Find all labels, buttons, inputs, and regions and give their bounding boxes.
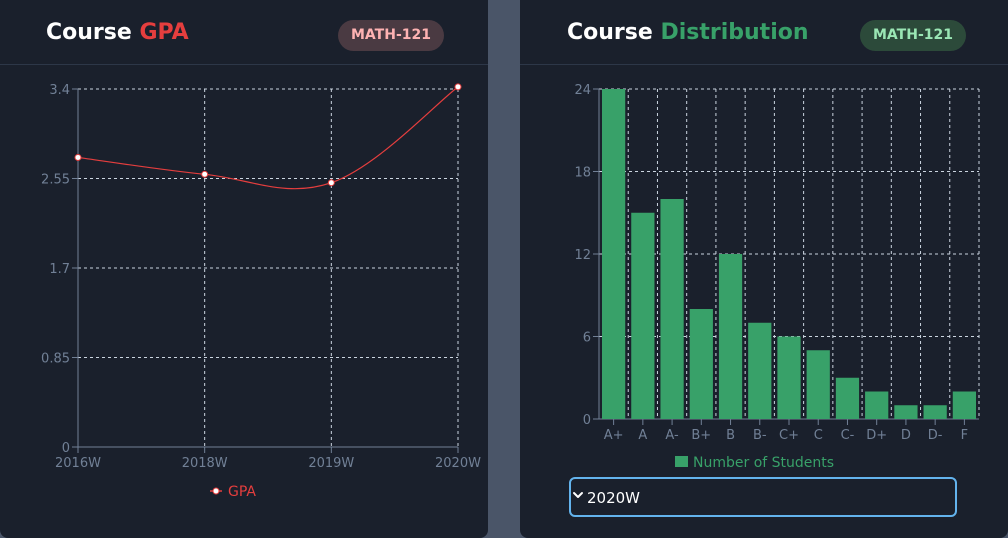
gpa-data-point [327,179,335,187]
dist-x-tick-label: B+ [691,428,711,443]
dist-bar [865,391,889,419]
dist-bar [806,350,830,419]
gpa-course-badge: MATH-121 [338,20,444,51]
dist-legend-swatch-icon [675,456,688,467]
gpa-series-line [77,86,459,190]
dist-x-tick-label: C [814,428,823,443]
distribution-bar-chart: 0 6 12 18 24 A+ A A- B+ B B- C+ C C- D+ D D- F Number of S… [574,83,980,471]
dist-bar [923,405,947,419]
dist-x-tick-label: D- [928,428,943,443]
dist-x-tick-label: D+ [866,428,887,443]
dist-x-tick-label: F [961,428,968,443]
gpa-x-tick-label: 2016W [55,456,101,471]
distribution-panel: Course Distribution MATH-121 0 6 12 18 24 A+ A… [520,0,1008,538]
distribution-title-accent: Distribution [660,20,809,45]
gpa-panel: Course GPA MATH-121 0 0.85 1.7 2.55 3.4 2016W… [0,0,488,538]
gpa-y-tick-label: 2.55 [41,173,70,188]
dist-bar [631,212,655,419]
dist-bar [718,254,743,419]
dist-bar [602,89,626,419]
dist-bar [748,322,772,419]
gpa-legend-label: GPA [228,484,256,500]
dist-x-tick-label: B [726,428,735,443]
gpa-data-point [201,170,209,178]
gpa-y-tick-label: 3.4 [49,83,70,98]
distribution-course-badge: MATH-121 [860,20,966,51]
dist-bar [835,377,860,419]
dist-x-tick-label: D [901,428,911,443]
gpa-legend-marker-icon [212,487,220,495]
dist-x-tick-label: A [638,428,647,443]
gpa-x-tick-label: 2019W [308,456,354,471]
dist-bar [952,391,976,419]
gpa-y-tick-label: 0 [62,441,70,456]
dist-y-tick-label: 12 [574,248,591,263]
dist-x-tick-label: A+ [604,428,624,443]
dist-bar [894,405,918,419]
gpa-data-point [74,153,82,161]
dist-bar [777,336,801,419]
chevron-down-icon [573,492,583,498]
gpa-y-tick-label: 0.85 [41,352,70,367]
gpa-y-tick-label: 1.7 [49,262,70,277]
distribution-panel-header: Course Distribution MATH-121 [520,0,1008,65]
term-select[interactable]: 2020W [569,477,957,517]
dist-bar [660,199,684,419]
gpa-panel-header: Course GPA MATH-121 [0,0,488,65]
gpa-panel-title: Course GPA [46,20,189,45]
term-select-value: 2020W [587,489,641,507]
gpa-data-point [454,83,462,91]
dist-x-tick-label: B- [753,428,767,443]
gpa-line-chart: 0 0.85 1.7 2.55 3.4 2016W 2018W 2019W 2020W GPA [41,83,481,500]
distribution-title-prefix: Course [567,20,653,45]
dist-bar [689,309,713,419]
dist-legend-label: Number of Students [693,455,834,471]
gpa-title-prefix: Course [46,20,132,45]
dist-x-tick-label: A- [665,428,679,443]
gpa-x-tick-label: 2020W [435,456,481,471]
dist-y-tick-label: 18 [574,166,591,181]
dist-x-tick-label: C- [841,428,855,443]
dist-y-tick-label: 0 [583,413,591,428]
gpa-x-tick-label: 2018W [182,456,228,471]
dist-x-tick-label: C+ [779,428,799,443]
dist-y-tick-label: 6 [583,331,591,346]
dist-y-tick-label: 24 [574,83,591,98]
gpa-title-accent: GPA [139,20,189,45]
distribution-panel-title: Course Distribution [567,20,809,45]
